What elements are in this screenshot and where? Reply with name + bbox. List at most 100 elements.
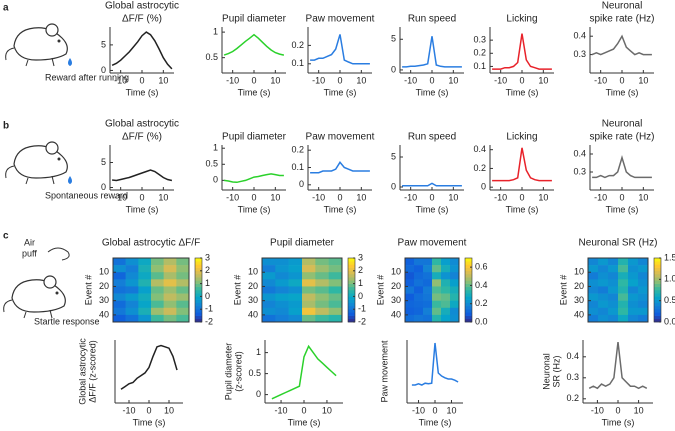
y-tick-label: 0.2: [473, 48, 486, 58]
heat-cell: [125, 314, 139, 323]
colorbar-step: [195, 280, 202, 284]
y-tick-label: 0.1: [291, 162, 304, 172]
heat-cell: [450, 279, 460, 287]
heat-cell: [423, 265, 433, 273]
heat-cell: [151, 279, 164, 287]
heat-cell: [618, 300, 629, 309]
heat-cell: [598, 286, 609, 294]
colorbar-tick-label: 0.0: [475, 316, 488, 326]
y-tick-label: 0: [101, 182, 106, 192]
heat-cell: [414, 314, 424, 323]
colorbar-step: [465, 302, 472, 307]
x-tick-label: 0: [251, 75, 256, 85]
x-tick-label: 10: [538, 192, 548, 202]
heat-cell: [262, 265, 276, 273]
heat-cell: [638, 293, 649, 301]
heat-cell: [302, 300, 316, 309]
colorbar-step: [465, 258, 472, 262]
heat-cell: [138, 300, 152, 309]
heat-cell: [275, 279, 289, 287]
colorbar-frame: [464, 257, 473, 323]
colorbar-step: [465, 318, 472, 323]
y-tick-label: 40: [99, 309, 109, 319]
y-tick-label: 10: [99, 267, 109, 277]
heat-cell: [618, 286, 629, 294]
heat-cell: [163, 286, 177, 294]
colorbar-tick-label: 1.0: [664, 274, 675, 284]
heat-cell: [176, 307, 190, 316]
y-tick-label: 0.3: [566, 372, 579, 382]
heat-cell: [176, 300, 190, 309]
colorbar-step: [654, 290, 661, 294]
colorbar-step: [195, 261, 202, 265]
heat-cell: [414, 272, 424, 280]
colorbar-tick-label: 0.2: [475, 298, 488, 308]
colorbar-frame: [194, 257, 203, 323]
heat-cell: [113, 300, 126, 309]
heat-cell: [125, 279, 139, 287]
heat-cell: [598, 272, 609, 280]
heat-cell: [628, 265, 639, 273]
heat-cell: [628, 279, 639, 287]
x-axis-label: Time (s): [419, 417, 452, 427]
colorbar-step: [348, 277, 355, 281]
colorbar-tick-label: 0: [358, 291, 363, 301]
y-axis-label: Paw movement: [379, 340, 389, 403]
chart-title: Global astrocytic: [105, 119, 179, 130]
heat-cell: [423, 314, 433, 323]
heat-cell: [113, 272, 126, 280]
heat-cell: [302, 307, 316, 316]
x-tick-label: -10: [122, 405, 135, 415]
data-line: [402, 182, 462, 187]
x-tick-label: 10: [538, 75, 548, 85]
heat-cell: [262, 272, 276, 280]
y-tick-label: 20: [99, 281, 109, 291]
heat-cell: [288, 314, 303, 323]
heat-cell: [328, 307, 343, 316]
heat-cell: [588, 272, 599, 280]
chart-title: Pupil diameter: [222, 132, 287, 143]
heat-cell: [414, 286, 424, 294]
heat-cell: [275, 307, 289, 316]
x-tick-label: 10: [448, 192, 458, 202]
heat-cell: [315, 279, 329, 287]
data-line: [111, 31, 173, 70]
colorbar-step: [465, 270, 472, 275]
x-tick-label: 10: [270, 192, 280, 202]
chart-title: Neuronal: [602, 1, 643, 12]
x-tick-label: 0: [337, 75, 342, 85]
y-tick-label: 0.2: [291, 145, 304, 155]
x-tick-label: -10: [226, 75, 239, 85]
heat-cell: [315, 272, 329, 280]
heat-cell: [302, 265, 316, 273]
colorbar-step: [195, 302, 202, 307]
heat-cell: [588, 258, 599, 266]
y-axis-label: SR (Hz): [551, 356, 561, 388]
heat-cell: [450, 300, 460, 309]
y-tick-label: 1: [213, 143, 218, 153]
colorbar-step: [348, 283, 355, 288]
colorbar-tick-label: 0.4: [475, 280, 488, 290]
heat-cell: [405, 265, 415, 273]
heat-cell: [275, 300, 289, 309]
colorbar-tick-label: 0: [205, 291, 210, 301]
colorbar-step: [195, 290, 202, 294]
colorbar-step: [195, 318, 202, 323]
x-tick-label: -10: [312, 192, 325, 202]
y-tick-label: 0: [391, 181, 396, 191]
heat-cell: [450, 272, 460, 280]
x-axis-label: Time (s): [288, 417, 321, 427]
colorbar-step: [465, 267, 472, 272]
heat-cell: [288, 258, 303, 266]
heat-cell: [328, 258, 343, 266]
heat-cell: [315, 265, 329, 273]
y-tick-label: 0: [213, 175, 218, 185]
y-tick-label: 0.2: [473, 163, 486, 173]
heat-cell: [423, 286, 433, 294]
drop-icon: [68, 176, 72, 184]
heat-cell: [125, 293, 139, 301]
heat-cell: [302, 272, 316, 280]
heat-cell: [138, 279, 152, 287]
colorbar-step: [654, 293, 661, 297]
colorbar-step: [195, 277, 202, 281]
